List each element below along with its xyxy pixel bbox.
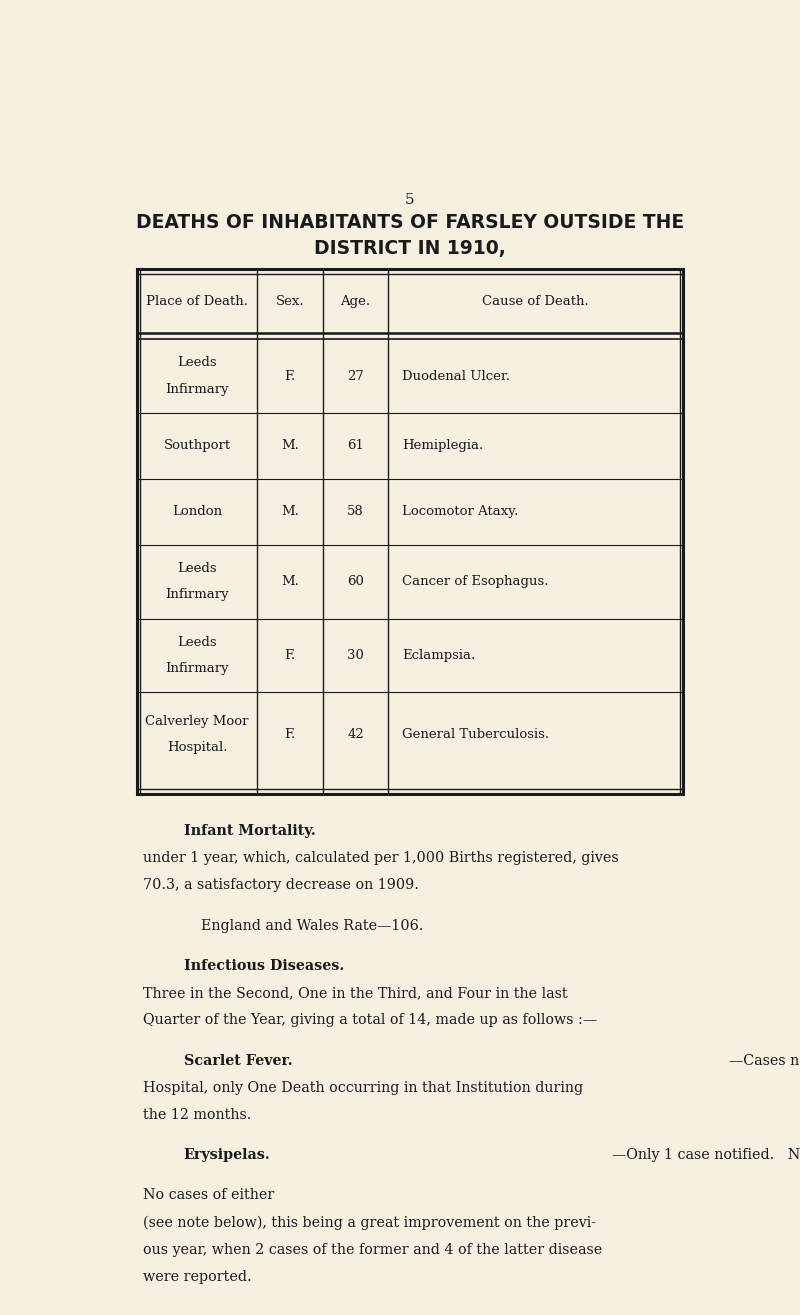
Text: were reported.: were reported. <box>143 1270 252 1283</box>
Text: (see note below), this being a great improvement on the previ-: (see note below), this being a great imp… <box>143 1215 597 1230</box>
Text: No cases of either: No cases of either <box>143 1189 279 1202</box>
Text: Southport: Southport <box>164 439 230 452</box>
Text: ous year, when 2 cases of the former and 4 of the latter disease: ous year, when 2 cases of the former and… <box>143 1243 602 1257</box>
Text: General Tuberculosis.: General Tuberculosis. <box>402 729 549 740</box>
Text: Leeds: Leeds <box>178 356 217 370</box>
Text: Hemiplegia.: Hemiplegia. <box>402 439 483 452</box>
Text: Infirmary: Infirmary <box>166 383 229 396</box>
Text: Three in the Second, One in the Third, and Four in the last: Three in the Second, One in the Third, a… <box>143 986 568 1001</box>
Text: Leeds: Leeds <box>178 636 217 648</box>
Text: —Only 1 case notified.   No death.: —Only 1 case notified. No death. <box>612 1148 800 1162</box>
Text: Infant Mortality.: Infant Mortality. <box>184 825 315 838</box>
Text: Cancer of Esophagus.: Cancer of Esophagus. <box>402 575 548 588</box>
Text: F.: F. <box>284 650 295 661</box>
Text: Scarlet Fever.: Scarlet Fever. <box>184 1053 292 1068</box>
Text: Eclampsia.: Eclampsia. <box>402 650 475 661</box>
Text: Infectious Diseases.: Infectious Diseases. <box>184 959 344 973</box>
Text: Quarter of the Year, giving a total of 14, made up as follows :—: Quarter of the Year, giving a total of 1… <box>143 1013 598 1027</box>
Text: 5: 5 <box>405 193 415 208</box>
Text: 42: 42 <box>347 729 364 740</box>
Text: DISTRICT IN 1910,: DISTRICT IN 1910, <box>314 239 506 258</box>
Text: DEATHS OF INHABITANTS OF FARSLEY OUTSIDE THE: DEATHS OF INHABITANTS OF FARSLEY OUTSIDE… <box>136 213 684 233</box>
Text: M.: M. <box>281 505 299 518</box>
Text: Infirmary: Infirmary <box>166 588 229 601</box>
Text: Cause of Death.: Cause of Death. <box>482 295 589 308</box>
Text: 60: 60 <box>347 575 364 588</box>
Text: M.: M. <box>281 439 299 452</box>
Text: Calverley Moor: Calverley Moor <box>146 715 249 727</box>
Text: under 1 year, which, calculated per 1,000 Births registered, gives: under 1 year, which, calculated per 1,00… <box>143 851 619 865</box>
Text: 61: 61 <box>347 439 364 452</box>
Text: Infirmary: Infirmary <box>166 663 229 675</box>
Text: F.: F. <box>284 370 295 383</box>
Text: Leeds: Leeds <box>178 562 217 575</box>
Text: Erysipelas.: Erysipelas. <box>184 1148 270 1162</box>
Text: the 12 months.: the 12 months. <box>143 1107 252 1122</box>
Text: M.: M. <box>281 575 299 588</box>
Text: 58: 58 <box>347 505 364 518</box>
Text: London: London <box>172 505 222 518</box>
Text: 70.3, a satisfactory decrease on 1909.: 70.3, a satisfactory decrease on 1909. <box>143 878 419 893</box>
Text: Locomotor Ataxy.: Locomotor Ataxy. <box>402 505 518 518</box>
Text: 30: 30 <box>347 650 364 661</box>
Text: England and Wales Rate—106.: England and Wales Rate—106. <box>201 919 423 932</box>
Text: Place of Death.: Place of Death. <box>146 295 248 308</box>
Text: Age.: Age. <box>340 295 370 308</box>
Text: Sex.: Sex. <box>276 295 304 308</box>
Text: —Cases notified, 13; all removed to: —Cases notified, 13; all removed to <box>729 1053 800 1068</box>
Text: 27: 27 <box>347 370 364 383</box>
Text: Hospital.: Hospital. <box>167 742 227 753</box>
Text: Duodenal Ulcer.: Duodenal Ulcer. <box>402 370 510 383</box>
Text: Hospital, only One Death occurring in that Institution during: Hospital, only One Death occurring in th… <box>143 1081 583 1094</box>
Text: F.: F. <box>284 729 295 740</box>
